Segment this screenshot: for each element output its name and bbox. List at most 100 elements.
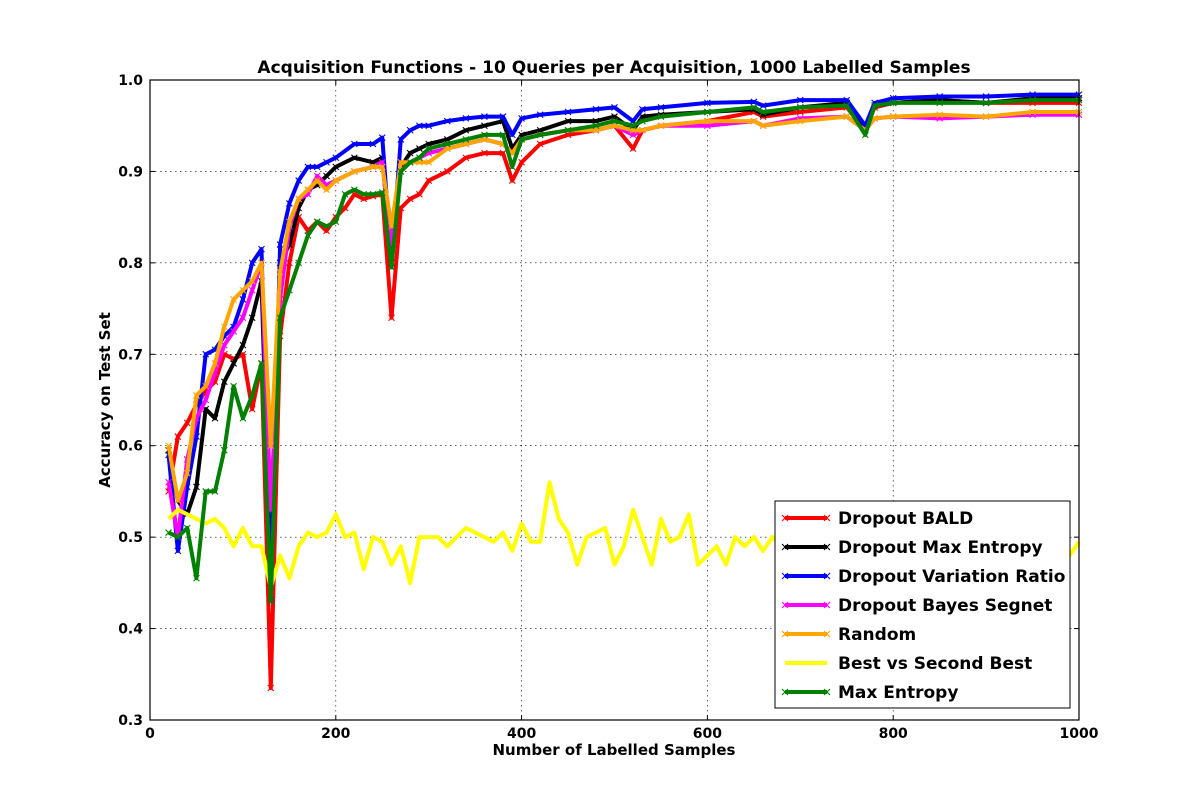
data-point xyxy=(193,483,200,491)
legend-label: Dropout Max Entropy xyxy=(838,538,1043,558)
legend-marker xyxy=(823,630,831,638)
legend-label: Dropout BALD xyxy=(838,509,973,529)
data-point xyxy=(481,149,488,157)
data-point xyxy=(388,264,395,271)
data-point xyxy=(230,360,237,367)
y-tick-label: 0.4 xyxy=(118,622,143,638)
data-point xyxy=(889,99,897,107)
data-point xyxy=(508,131,516,139)
legend-entry: Dropout Bayes Segnet xyxy=(781,596,1052,616)
data-point xyxy=(592,105,600,113)
data-point xyxy=(462,115,470,122)
data-point xyxy=(239,286,247,294)
data-point xyxy=(796,104,804,111)
legend-marker xyxy=(823,601,831,609)
data-point xyxy=(397,136,405,143)
data-point xyxy=(416,154,423,162)
data-point xyxy=(425,122,433,130)
data-point xyxy=(323,186,330,194)
data-point xyxy=(518,136,525,143)
data-point xyxy=(239,314,247,322)
data-point xyxy=(369,190,377,198)
data-point xyxy=(796,96,804,104)
data-point xyxy=(936,111,944,119)
data-point xyxy=(285,259,293,267)
y-axis-title: Accuracy on Test Set xyxy=(96,312,114,488)
data-point xyxy=(425,177,433,184)
data-point xyxy=(276,241,284,248)
data-point xyxy=(629,145,637,152)
data-point xyxy=(416,145,423,152)
data-point xyxy=(378,163,386,171)
data-point xyxy=(425,158,433,166)
data-point xyxy=(183,524,191,532)
y-tick-label: 0.3 xyxy=(118,713,143,729)
legend-marker xyxy=(781,601,789,609)
y-tick-label: 1.0 xyxy=(118,73,143,89)
data-point xyxy=(239,341,247,349)
data-point xyxy=(462,154,470,162)
data-point xyxy=(657,113,665,120)
data-point xyxy=(759,108,767,116)
data-point xyxy=(861,131,869,139)
legend-marker xyxy=(781,688,789,696)
legend-marker xyxy=(823,514,831,522)
legend-marker xyxy=(823,543,831,551)
data-point xyxy=(350,154,358,162)
data-point xyxy=(536,140,544,148)
data-point xyxy=(313,163,321,171)
x-tick-label: 600 xyxy=(693,726,722,742)
x-tick-label: 200 xyxy=(321,726,350,742)
data-point xyxy=(518,115,525,122)
data-point xyxy=(536,131,544,139)
data-point xyxy=(499,131,507,139)
data-point xyxy=(564,126,572,134)
data-point xyxy=(564,117,572,125)
data-point xyxy=(406,195,414,203)
data-point xyxy=(982,93,990,100)
data-point xyxy=(1029,108,1036,116)
data-point xyxy=(508,177,516,184)
data-point xyxy=(759,102,767,109)
data-point xyxy=(323,172,330,180)
data-point xyxy=(248,405,256,413)
y-tick-label: 0.5 xyxy=(118,530,143,546)
data-point xyxy=(304,186,312,194)
data-point xyxy=(341,190,349,198)
data-point xyxy=(499,113,507,120)
data-point xyxy=(248,259,256,267)
legend-label: Best vs Second Best xyxy=(838,654,1032,674)
legend-marker xyxy=(781,543,789,551)
legend-marker xyxy=(781,630,789,638)
data-point xyxy=(1029,91,1036,99)
data-point xyxy=(202,488,210,495)
legend-marker xyxy=(781,514,789,522)
data-point xyxy=(165,478,172,486)
legend-marker xyxy=(823,572,831,580)
data-point xyxy=(508,163,516,171)
legend-label: Dropout Bayes Segnet xyxy=(838,596,1052,616)
data-point xyxy=(462,136,470,143)
data-point xyxy=(220,341,228,349)
chart-title: Acquisition Functions - 10 Queries per A… xyxy=(257,58,970,78)
y-tick-label: 0.8 xyxy=(118,256,143,272)
data-point xyxy=(518,158,525,166)
data-point xyxy=(258,360,265,367)
y-tick-label: 0.6 xyxy=(118,439,143,455)
data-point xyxy=(183,419,191,427)
data-point xyxy=(165,529,172,536)
data-point xyxy=(239,414,247,422)
legend: Dropout BALD Dropout Max Entropy Dropout V… xyxy=(774,500,1071,709)
data-point xyxy=(369,163,377,171)
data-point xyxy=(462,126,470,134)
legend-label: Dropout Variation Ratio xyxy=(838,567,1065,587)
data-point xyxy=(230,296,237,303)
data-point xyxy=(193,574,200,582)
data-point xyxy=(443,140,451,148)
legend-entry: Dropout Variation Ratio xyxy=(781,567,1065,587)
data-point xyxy=(843,113,851,120)
x-tick-label: 800 xyxy=(879,726,908,742)
data-point xyxy=(388,314,395,322)
data-point xyxy=(397,168,405,175)
